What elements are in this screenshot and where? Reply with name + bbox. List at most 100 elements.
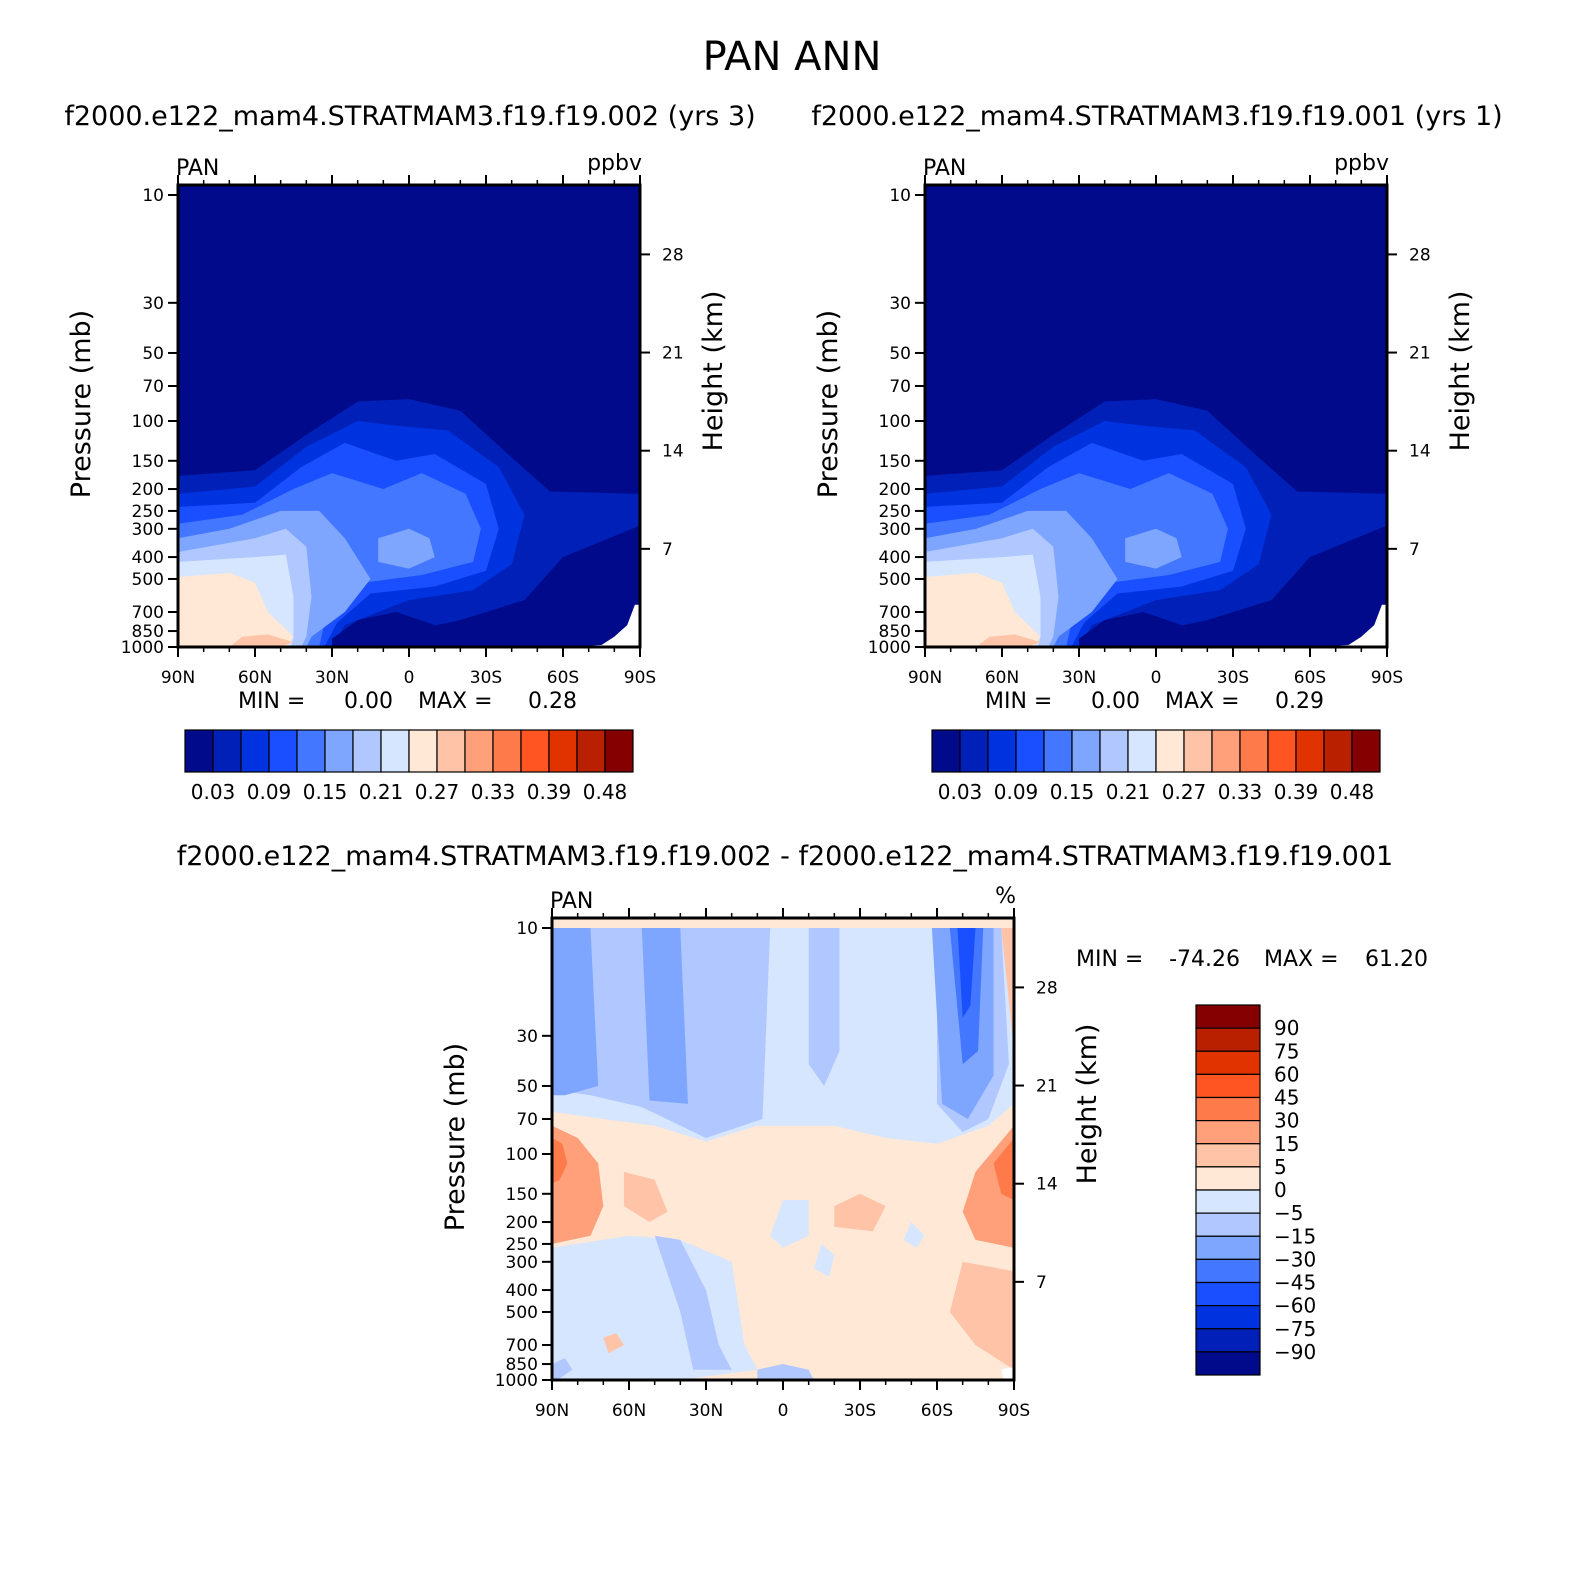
y-tick-label: 500 — [506, 1303, 538, 1323]
field-missing — [1310, 604, 1387, 647]
colorbar-box — [1195, 1281, 1261, 1307]
colorbar-label: 5 — [1274, 1155, 1287, 1179]
colorbar: 0.03 0.09 0.15 0.21 0.27 0.33 0.39 0.48 — [931, 729, 1381, 804]
field-level-9 — [1125, 528, 1182, 569]
colorbar-box — [1195, 1166, 1261, 1191]
y-tick-label: 100 — [879, 412, 911, 432]
panel-2: f2000.e122_mam4.STRATMAM3.f19.f19.001 (y… — [811, 101, 1502, 804]
y-tick-label: 850 — [506, 1355, 538, 1375]
colorbar-box — [1195, 1305, 1261, 1330]
colorbar-box — [1195, 1004, 1261, 1029]
colorbar-box — [492, 729, 522, 773]
colorbar-box — [1195, 1120, 1261, 1145]
min-value: -74.26 — [1169, 947, 1240, 972]
colorbar-box — [1127, 729, 1157, 773]
colorbar-box — [1195, 1073, 1261, 1099]
field-level-9 — [378, 528, 435, 569]
colorbar-label: 0.48 — [583, 780, 628, 804]
colorbar-box — [1099, 729, 1129, 773]
y-tick-label: 400 — [132, 548, 164, 568]
x-tick-label: 0 — [404, 668, 415, 688]
colorbar-box — [1323, 729, 1353, 773]
field-level-5 — [552, 928, 599, 1096]
panel-title: f2000.e122_mam4.STRATMAM3.f19.f19.002 (y… — [64, 101, 755, 132]
y-tick-label: 100 — [132, 412, 164, 432]
y2-tick-label: 21 — [662, 344, 684, 364]
colorbar-label: 0.39 — [527, 780, 572, 804]
x-tick-label: 90S — [1371, 668, 1403, 688]
x-tick-label: 60S — [1294, 668, 1326, 688]
field-level-12 — [552, 1138, 568, 1184]
y-tick-label: 500 — [879, 570, 911, 590]
x-tick-label: 90N — [535, 1401, 569, 1421]
colorbar-box — [1195, 1328, 1261, 1353]
max-value: 61.20 — [1365, 947, 1428, 972]
colorbar-box — [324, 729, 354, 773]
colorbar-box — [1295, 729, 1325, 773]
variable-label: PAN — [550, 889, 593, 914]
panel-3: f2000.e122_mam4.STRATMAM3.f19.f19.002 - … — [177, 841, 1428, 1421]
y-tick-label: 250 — [506, 1235, 538, 1255]
field-level-max — [229, 634, 294, 647]
y-tick-label: 70 — [889, 377, 911, 397]
y2-tick-label: 7 — [1036, 1273, 1047, 1293]
max-value: 0.28 — [528, 689, 577, 714]
field-level-8 — [178, 572, 294, 647]
x-tick-label: 0 — [778, 1401, 789, 1421]
colorbar-box — [1043, 729, 1073, 773]
colorbar-box — [1015, 729, 1045, 773]
max-label: MAX = — [1165, 689, 1240, 714]
panel-title: f2000.e122_mam4.STRATMAM3.f19.f19.002 - … — [177, 841, 1393, 872]
x-tick-label: 60N — [985, 668, 1019, 688]
units-label: ppbv — [587, 151, 642, 176]
colorbar-box — [576, 729, 606, 773]
units-label: ppbv — [1334, 151, 1389, 176]
y-tick-label: 1000 — [868, 638, 911, 658]
x-tick-label: 90S — [998, 1401, 1030, 1421]
field-level-8 — [925, 572, 1041, 647]
y2-axis-label: Height (km) — [1445, 291, 1476, 452]
x-tick-label: 30N — [689, 1401, 723, 1421]
colorbar-label: −15 — [1274, 1224, 1316, 1248]
colorbar-box — [436, 729, 466, 773]
y-tick-label: 150 — [132, 452, 164, 472]
min-value: 0.00 — [1091, 689, 1140, 714]
y-tick-label: 150 — [879, 452, 911, 472]
colorbar-label: 30 — [1274, 1109, 1299, 1133]
colorbar-box — [1195, 1351, 1261, 1376]
page-title: PAN ANN — [703, 34, 882, 80]
colorbar-box — [548, 729, 578, 773]
colorbar-label: 0.09 — [247, 780, 292, 804]
y-tick-label: 700 — [132, 603, 164, 623]
field-level-23 — [770, 1200, 809, 1248]
colorbar-box — [1211, 729, 1241, 773]
y-axis-label: Pressure (mb) — [66, 310, 97, 498]
colorbar-box — [520, 729, 550, 773]
colorbar-label: 0.27 — [415, 780, 460, 804]
field-level-19 — [552, 1358, 573, 1380]
y2-tick-label: 28 — [1036, 978, 1058, 998]
field-level-14 — [993, 1138, 1014, 1201]
y-tick-label: 700 — [506, 1336, 538, 1356]
plot-field — [178, 185, 640, 647]
x-tick-label: 60S — [547, 668, 579, 688]
x-tick-label: 90N — [908, 668, 942, 688]
colorbar-box — [1195, 1212, 1261, 1237]
y-tick-label: 1000 — [121, 638, 164, 658]
colorbar-label: 0.27 — [1162, 780, 1207, 804]
colorbar-box — [268, 729, 298, 773]
colorbar-box — [604, 729, 634, 773]
y2-tick-label: 21 — [1409, 344, 1431, 364]
field-missing — [1001, 1367, 1014, 1380]
y-tick-label: 850 — [879, 622, 911, 642]
x-tick-label: 30N — [315, 668, 349, 688]
colorbar-label: 45 — [1274, 1086, 1299, 1110]
colorbar-label: 0.33 — [1218, 780, 1263, 804]
field-level-18 — [654, 1235, 732, 1370]
colorbar-box — [464, 729, 494, 773]
y-tick-label: 10 — [142, 186, 164, 206]
y-tick-label: 50 — [516, 1077, 538, 1097]
field-level-21 — [949, 1261, 1014, 1370]
colorbar-label: 0.03 — [191, 780, 236, 804]
